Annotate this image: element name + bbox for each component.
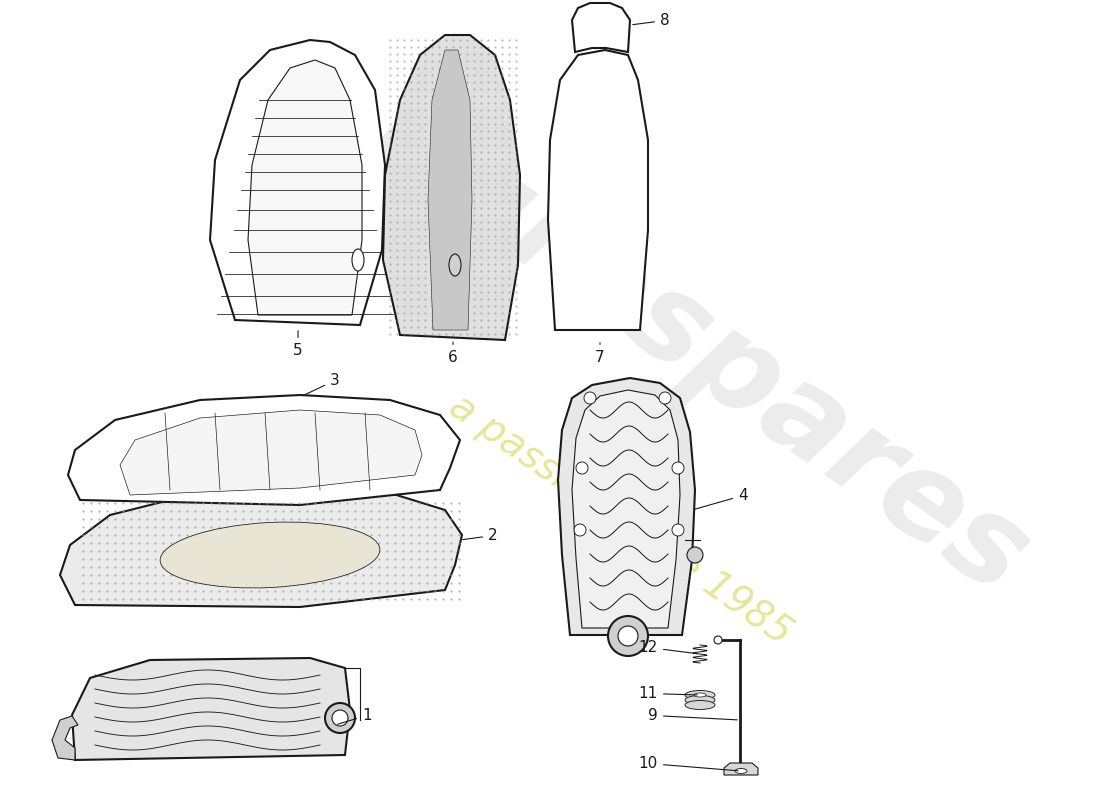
Polygon shape	[572, 390, 680, 628]
Text: a passion since 1985: a passion since 1985	[441, 387, 799, 653]
Circle shape	[584, 392, 596, 404]
Circle shape	[324, 703, 355, 733]
Polygon shape	[724, 763, 758, 775]
Circle shape	[688, 547, 703, 563]
Circle shape	[714, 636, 722, 644]
Polygon shape	[68, 395, 460, 505]
Text: 5: 5	[294, 330, 302, 358]
Polygon shape	[60, 488, 462, 607]
Polygon shape	[72, 658, 350, 760]
Circle shape	[574, 524, 586, 536]
Polygon shape	[52, 716, 78, 760]
Ellipse shape	[449, 254, 461, 276]
Ellipse shape	[685, 690, 715, 699]
Circle shape	[672, 524, 684, 536]
Polygon shape	[572, 3, 630, 52]
Circle shape	[672, 462, 684, 474]
Text: 9: 9	[648, 708, 737, 723]
Polygon shape	[120, 410, 422, 495]
Polygon shape	[210, 40, 385, 325]
Polygon shape	[548, 50, 648, 330]
Text: 3: 3	[302, 373, 340, 396]
Circle shape	[618, 626, 638, 646]
Circle shape	[608, 616, 648, 656]
Polygon shape	[383, 35, 520, 340]
Text: 7: 7	[595, 342, 605, 365]
Ellipse shape	[685, 701, 715, 710]
Text: 6: 6	[448, 342, 458, 365]
Circle shape	[659, 392, 671, 404]
Polygon shape	[428, 50, 472, 330]
Ellipse shape	[735, 769, 747, 774]
Text: 4: 4	[695, 488, 748, 510]
Text: 12: 12	[639, 640, 697, 655]
Text: 2: 2	[463, 528, 497, 543]
Text: 11: 11	[639, 686, 697, 701]
Text: 1: 1	[338, 708, 372, 724]
Text: 10: 10	[639, 756, 738, 771]
Text: 8: 8	[632, 13, 670, 28]
Ellipse shape	[685, 695, 715, 705]
Polygon shape	[558, 378, 695, 635]
Ellipse shape	[694, 693, 706, 697]
Circle shape	[576, 462, 588, 474]
Ellipse shape	[161, 522, 380, 588]
Ellipse shape	[352, 249, 364, 271]
Polygon shape	[248, 60, 362, 315]
Text: eurospares: eurospares	[350, 81, 1050, 619]
Circle shape	[332, 710, 348, 726]
